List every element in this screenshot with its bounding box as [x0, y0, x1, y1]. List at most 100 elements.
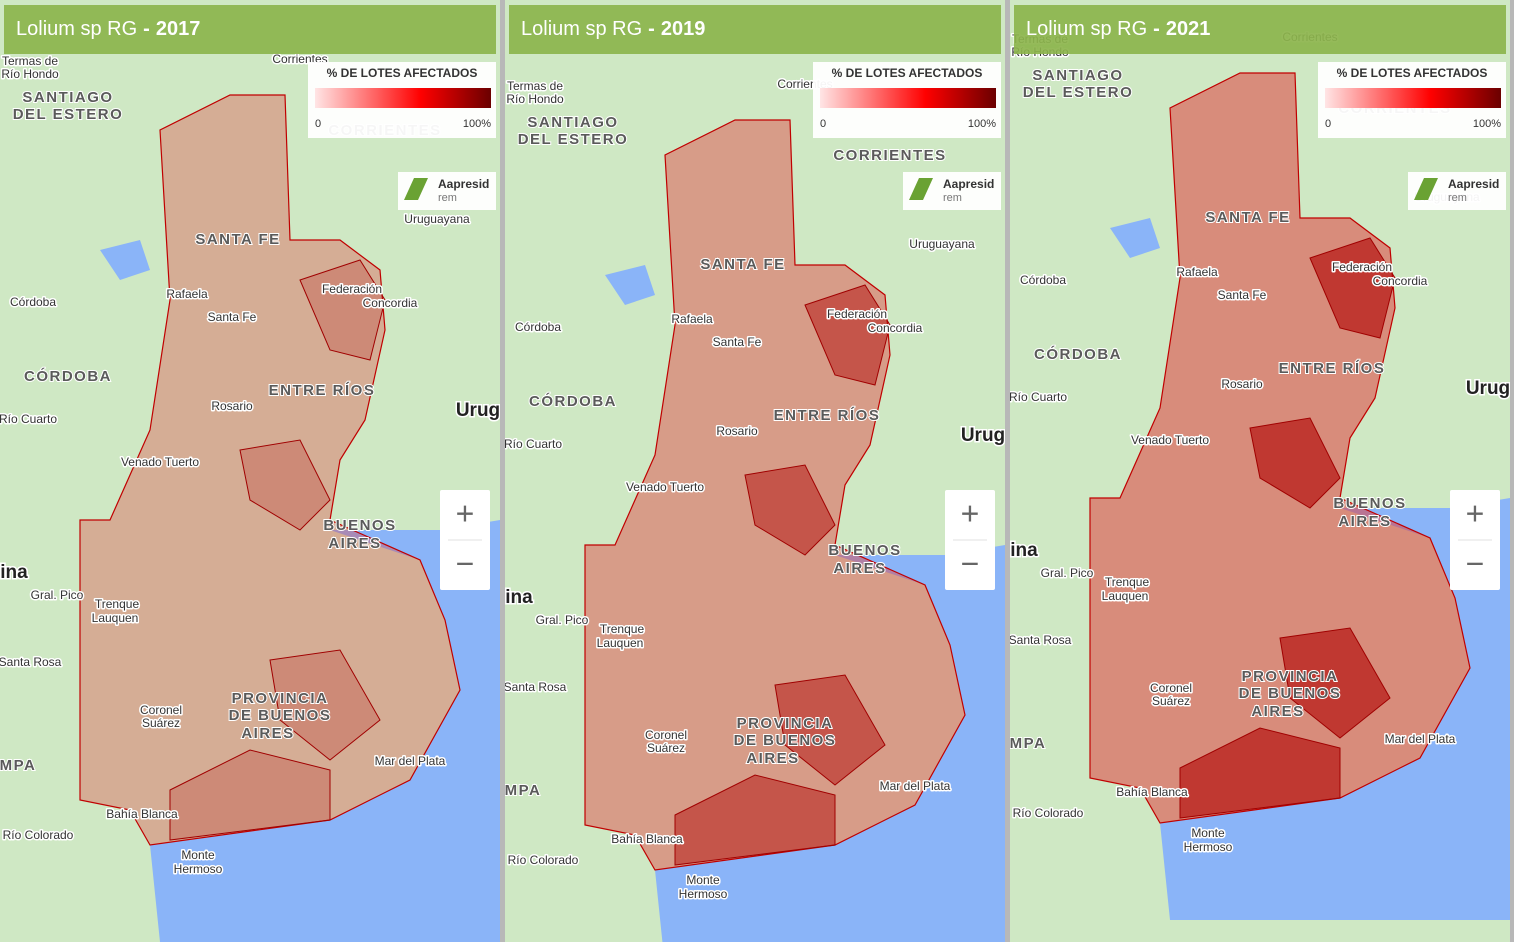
place-label: DEL ESTERO: [1023, 84, 1134, 101]
place-label: Concordia: [1373, 274, 1428, 288]
logo-icon: [909, 178, 933, 200]
place-label: Venado Tuerto: [1131, 433, 1209, 447]
place-label: SANTA FE: [700, 256, 785, 273]
zoom-in[interactable]: +: [1466, 495, 1485, 531]
legend-gradient: [820, 88, 996, 108]
place-label: Hermoso: [174, 862, 223, 876]
place-label: Urug: [1466, 378, 1510, 399]
place-label: Mar del Plata: [880, 779, 951, 793]
place-label: Río Colorado: [1013, 806, 1084, 820]
legend-min: 0: [1325, 118, 1331, 130]
place-label: Rosario: [1221, 377, 1263, 391]
place-label: Córdoba: [1020, 273, 1066, 287]
hot-zone: [744, 464, 836, 556]
place-label: DEL ESTERO: [13, 106, 124, 123]
place-label: Termas de: [507, 79, 563, 93]
place-label: Federación: [827, 307, 887, 321]
legend-max: 100%: [1473, 118, 1501, 130]
place-label: CÓRDOBA: [1034, 345, 1122, 363]
place-label: Termas de: [2, 54, 58, 68]
place-label: Uruguayana: [404, 212, 470, 226]
place-label: CÓRDOBA: [529, 392, 617, 410]
title-separator: -: [648, 18, 655, 40]
legend-title: % DE LOTES AFECTADOS: [327, 66, 478, 80]
place-label: Federación: [322, 282, 382, 296]
legend-max: 100%: [463, 118, 491, 130]
zoom-out[interactable]: −: [456, 545, 475, 581]
place-label: BUENOS: [828, 542, 901, 559]
affected-region: [79, 94, 461, 846]
zoom-out[interactable]: −: [961, 545, 980, 581]
place-label: Concordia: [868, 321, 923, 335]
legend-gradient: [315, 88, 491, 108]
zoom-in[interactable]: +: [456, 495, 475, 531]
place-label: DE BUENOS: [734, 732, 837, 749]
zoom-out[interactable]: −: [1466, 545, 1485, 581]
title-year: 2019: [661, 18, 706, 40]
place-label: Gral. Pico: [536, 613, 589, 627]
ocean: [655, 545, 1005, 942]
logo-name: Aapresid: [943, 177, 994, 191]
place-label: CORRIENTES: [833, 147, 946, 164]
place-label: Santa Rosa: [1009, 633, 1072, 647]
hot-zone: [1309, 237, 1396, 339]
place-label: Urug: [961, 425, 1005, 446]
place-label: Bahía Blanca: [611, 832, 683, 846]
place-label: DE BUENOS: [229, 707, 332, 724]
logo-icon: [1414, 178, 1438, 200]
place-label: AIRES: [1338, 513, 1391, 530]
lake: [100, 240, 150, 280]
place-label: Rafaela: [671, 312, 713, 326]
place-label: Concordia: [363, 296, 418, 310]
place-label: Río Colorado: [508, 853, 579, 867]
header-bar: [1014, 5, 1506, 54]
place-label: Suárez: [647, 741, 685, 755]
place-label: PROVINCIA: [737, 715, 834, 732]
hot-zone: [1249, 417, 1341, 509]
logo-icon: [404, 178, 428, 200]
place-label: Santa Fe: [1218, 288, 1267, 302]
place-label: Lauquen: [92, 611, 139, 625]
place-label: ENTRE RÍOS: [1279, 360, 1386, 377]
place-label: PROVINCIA: [232, 690, 329, 707]
place-label: SANTIAGO: [527, 114, 618, 131]
place-label: ina: [0, 562, 28, 583]
place-label: ENTRE RÍOS: [774, 407, 881, 424]
place-label: BUENOS: [1333, 495, 1406, 512]
place-label: Río Cuarto: [1009, 390, 1067, 404]
legend-gradient: [1325, 88, 1501, 108]
place-label: DEL ESTERO: [518, 131, 629, 148]
lake: [1110, 218, 1160, 258]
place-label: Venado Tuerto: [121, 455, 199, 469]
place-label: ina: [505, 587, 533, 608]
place-label: Río Colorado: [3, 828, 74, 842]
title-year: 2017: [156, 18, 201, 40]
panel-title: Lolium sp RG -2019: [521, 18, 705, 40]
place-label: SANTA FE: [195, 231, 280, 248]
ocean: [150, 520, 500, 942]
place-label: Gral. Pico: [1041, 566, 1094, 580]
legend-title: % DE LOTES AFECTADOS: [832, 66, 983, 80]
place-label: Coronel: [1150, 681, 1192, 695]
place-label: AIRES: [833, 560, 886, 577]
zoom-in[interactable]: +: [961, 495, 980, 531]
place-label: Suárez: [1152, 694, 1190, 708]
legend-min: 0: [820, 118, 826, 130]
place-label: Hermoso: [679, 887, 728, 901]
place-label: Santa Fe: [208, 310, 257, 324]
place-label: SANTIAGO: [1032, 67, 1123, 84]
place-label: Monte: [686, 873, 720, 887]
title-text: Lolium sp RG: [1026, 18, 1147, 40]
panel-title: Lolium sp RG -2017: [16, 18, 200, 40]
place-label: Córdoba: [515, 320, 561, 334]
title-separator: -: [143, 18, 150, 40]
legend-max: 100%: [968, 118, 996, 130]
place-label: SANTIAGO: [22, 89, 113, 106]
place-label: Trenque: [1105, 575, 1150, 589]
